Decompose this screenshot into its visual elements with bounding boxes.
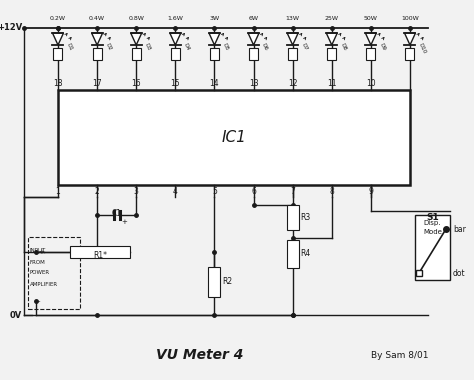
Text: 15: 15 <box>171 79 180 88</box>
Polygon shape <box>209 33 220 45</box>
Text: 1.6W: 1.6W <box>167 16 183 22</box>
Bar <box>327 48 336 60</box>
Text: D7: D7 <box>300 42 308 51</box>
Text: D3: D3 <box>144 42 152 51</box>
Bar <box>58 90 410 185</box>
Bar <box>28 237 80 309</box>
Polygon shape <box>53 33 64 45</box>
Text: D8: D8 <box>339 42 347 51</box>
Text: 7: 7 <box>290 187 295 196</box>
Text: VU Meter 4: VU Meter 4 <box>156 348 244 362</box>
Text: +: + <box>38 249 44 255</box>
Text: 3W: 3W <box>210 16 219 22</box>
Text: 8: 8 <box>329 187 334 196</box>
Text: 18: 18 <box>53 79 63 88</box>
Bar <box>249 48 258 60</box>
Bar <box>288 48 297 60</box>
Text: 100W: 100W <box>401 16 419 22</box>
Text: D10: D10 <box>418 42 427 54</box>
Text: FROM: FROM <box>30 260 46 264</box>
Text: 13: 13 <box>249 79 258 88</box>
Text: R1*: R1* <box>93 251 107 260</box>
Text: 0.4W: 0.4W <box>89 16 105 22</box>
Text: 16: 16 <box>131 79 141 88</box>
Bar <box>287 240 299 268</box>
Bar <box>171 48 180 60</box>
Text: 2: 2 <box>95 187 100 196</box>
Polygon shape <box>91 33 102 45</box>
Text: 6: 6 <box>251 187 256 196</box>
Bar <box>132 48 141 60</box>
Text: 3: 3 <box>134 187 139 196</box>
Text: 0V: 0V <box>10 310 22 320</box>
Bar <box>70 246 130 258</box>
Text: D1: D1 <box>65 42 73 51</box>
Bar <box>54 48 63 60</box>
Polygon shape <box>248 33 259 45</box>
Polygon shape <box>131 33 142 45</box>
Text: AMPLIFIER: AMPLIFIER <box>30 282 58 287</box>
Bar <box>287 205 299 230</box>
Text: POWER: POWER <box>30 271 50 276</box>
Bar <box>405 48 414 60</box>
Polygon shape <box>170 33 181 45</box>
Text: 17: 17 <box>92 79 102 88</box>
Text: D6: D6 <box>261 42 269 51</box>
Text: D9: D9 <box>378 42 386 51</box>
Text: D5: D5 <box>222 42 230 51</box>
Text: 25W: 25W <box>325 16 339 22</box>
Bar <box>209 267 220 297</box>
Text: D2: D2 <box>105 42 112 51</box>
Polygon shape <box>326 33 337 45</box>
Text: Mode: Mode <box>423 229 442 235</box>
Text: D4: D4 <box>183 42 191 51</box>
Text: +: + <box>122 219 128 225</box>
Text: 9: 9 <box>368 187 374 196</box>
Text: 11: 11 <box>327 79 337 88</box>
Text: bar: bar <box>453 225 466 233</box>
Bar <box>415 215 450 280</box>
Bar <box>210 48 219 60</box>
Text: 5: 5 <box>212 187 217 196</box>
Polygon shape <box>287 33 298 45</box>
Text: 1: 1 <box>55 187 60 196</box>
Text: 12: 12 <box>288 79 297 88</box>
Text: +12V: +12V <box>0 24 22 33</box>
Text: R3: R3 <box>301 213 311 222</box>
Text: 0.8W: 0.8W <box>128 16 144 22</box>
Polygon shape <box>404 33 416 45</box>
Text: 4: 4 <box>173 187 178 196</box>
Text: R4: R4 <box>301 250 311 258</box>
Text: By Sam 8/01: By Sam 8/01 <box>371 350 429 359</box>
Bar <box>366 48 375 60</box>
Bar <box>92 48 101 60</box>
Text: dot: dot <box>453 269 465 277</box>
Text: INPUT: INPUT <box>30 249 46 253</box>
Polygon shape <box>365 33 376 45</box>
Text: S1: S1 <box>426 213 439 222</box>
Text: 13W: 13W <box>286 16 300 22</box>
Text: 14: 14 <box>210 79 219 88</box>
Text: Disp.: Disp. <box>424 220 441 226</box>
Text: 0.2W: 0.2W <box>50 16 66 22</box>
Text: 50W: 50W <box>364 16 378 22</box>
Text: 10: 10 <box>366 79 376 88</box>
Text: C1: C1 <box>112 209 122 218</box>
Text: 6W: 6W <box>248 16 258 22</box>
Text: R2: R2 <box>222 277 233 287</box>
Text: IC1: IC1 <box>221 130 246 145</box>
Text: -: - <box>38 298 40 304</box>
